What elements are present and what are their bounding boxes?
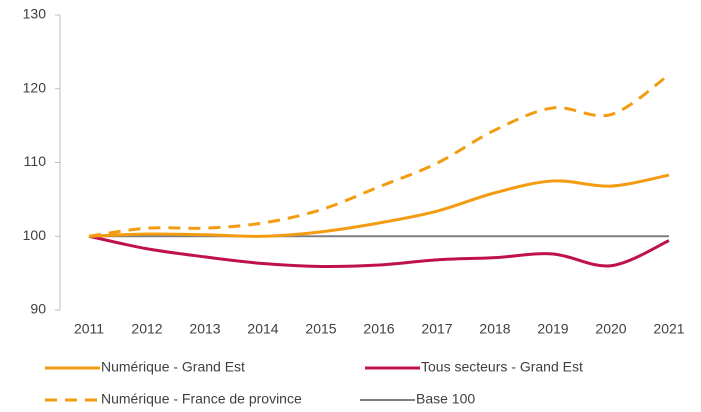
legend-label: Tous secteurs - Grand Est (421, 359, 583, 375)
line (88, 173, 670, 238)
line (88, 73, 670, 238)
legend-label: Numérique - Grand Est (101, 359, 245, 375)
x-tick-label: 2021 (653, 321, 684, 337)
x-tick-label: 2016 (363, 321, 394, 337)
x-tick-label: 2013 (189, 321, 220, 337)
legend-label: Numérique - France de province (101, 391, 302, 407)
x-tick-label: 2018 (479, 321, 510, 337)
x-tick-label: 2019 (537, 321, 568, 337)
line (88, 234, 670, 269)
x-tick-label: 2011 (74, 321, 104, 337)
y-tick-label: 100 (23, 227, 47, 243)
x-tick-label: 2015 (305, 321, 336, 337)
y-tick-label: 110 (24, 153, 47, 169)
x-tick-label: 2014 (247, 321, 278, 337)
y-tick-label: 120 (23, 79, 47, 95)
x-tick-label: 2012 (131, 321, 162, 337)
x-tick-label: 2017 (421, 321, 452, 337)
legend-label: Base 100 (416, 391, 475, 407)
y-tick-label: 90 (30, 301, 46, 317)
y-tick-label: 130 (23, 6, 47, 22)
x-tick-label: 2020 (595, 321, 626, 337)
